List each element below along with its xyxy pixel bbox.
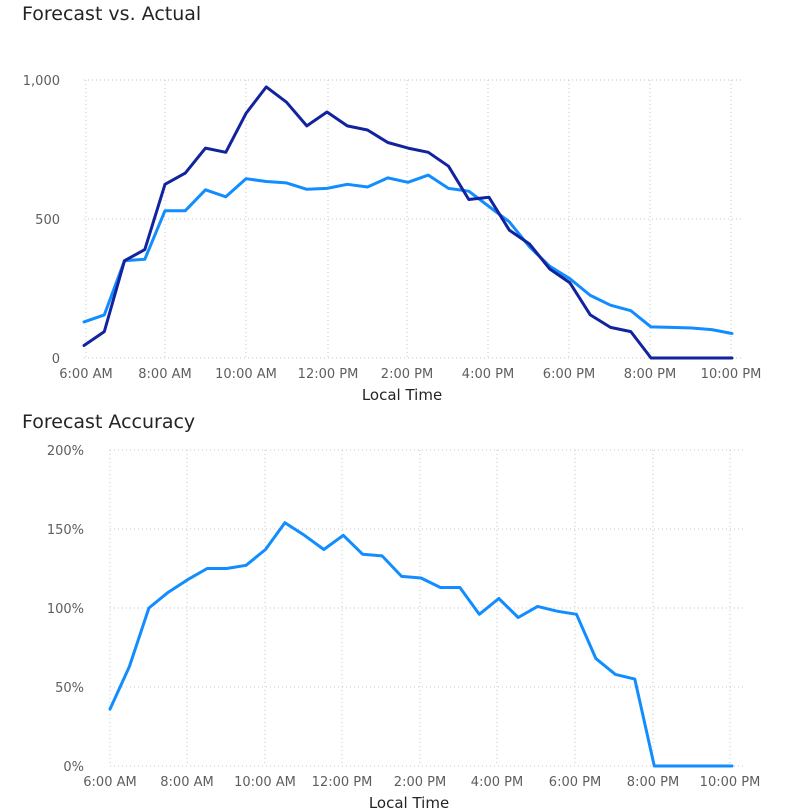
forecast-accuracy-y-tick-label: 0% (63, 760, 84, 775)
forecast-vs-actual-x-tick-label: 4:00 PM (462, 367, 514, 382)
forecast-vs-actual-series-line-1 (82, 173, 734, 335)
forecast-vs-actual-x-tick-label: 8:00 PM (624, 367, 676, 382)
forecast-vs-actual-x-tick-label: 12:00 PM (298, 367, 359, 382)
forecast-vs-actual-y-tick-label: 500 (35, 213, 60, 228)
forecast-accuracy-x-tick-label: 8:00 PM (627, 775, 679, 790)
forecast-accuracy-x-tick-label: 6:00 PM (549, 775, 601, 790)
forecast-vs-actual-series-line-2 (82, 85, 734, 360)
forecast-vs-actual-x-tick-label: 10:00 AM (215, 367, 277, 382)
forecast-accuracy-chart: Forecast Accuracy 0% 50% 100% 150% 200% 6:00 A… (22, 411, 760, 812)
forecast-accuracy-x-tick-label: 10:00 PM (700, 775, 761, 790)
forecast-vs-actual-title: Forecast vs. Actual (22, 3, 201, 25)
forecast-accuracy-x-tick-label: 10:00 AM (234, 775, 296, 790)
forecast-accuracy-x-tick-label: 6:00 AM (83, 775, 136, 790)
forecast-vs-actual-x-tick-label: 2:00 PM (381, 367, 433, 382)
forecast-vs-actual-x-tick-label: 8:00 AM (138, 367, 191, 382)
forecast-accuracy-y-tick-label: 150% (47, 523, 84, 538)
forecast-accuracy-x-tick-label: 12:00 PM (312, 775, 373, 790)
forecast-vs-actual-x-tick-label: 6:00 AM (59, 367, 112, 382)
forecast-vs-actual-y-tick-label: 0 (52, 352, 60, 367)
forecast-vs-actual-chart: Forecast vs. Actual 0 500 1,000 6:00 AM 8:00 … (22, 3, 761, 404)
forecast-accuracy-x-tick-label: 4:00 PM (471, 775, 523, 790)
forecast-accuracy-y-tick-label: 50% (55, 681, 84, 696)
forecast-vs-actual-y-tick-label: 1,000 (23, 74, 60, 89)
forecast-accuracy-series-line-1 (108, 521, 734, 768)
forecast-vs-actual-x-tick-label: 6:00 PM (543, 367, 595, 382)
forecast-accuracy-x-axis-title: Local Time (369, 794, 449, 812)
forecast-accuracy-x-tick-label: 2:00 PM (394, 775, 446, 790)
forecast-vs-actual-x-tick-label: 10:00 PM (701, 367, 762, 382)
forecast-accuracy-title: Forecast Accuracy (22, 411, 195, 433)
forecast-accuracy-y-tick-label: 200% (47, 444, 84, 459)
forecast-accuracy-x-tick-label: 8:00 AM (160, 775, 213, 790)
forecast-accuracy-y-tick-label: 100% (47, 602, 84, 617)
forecast-vs-actual-x-axis-title: Local Time (362, 386, 442, 404)
